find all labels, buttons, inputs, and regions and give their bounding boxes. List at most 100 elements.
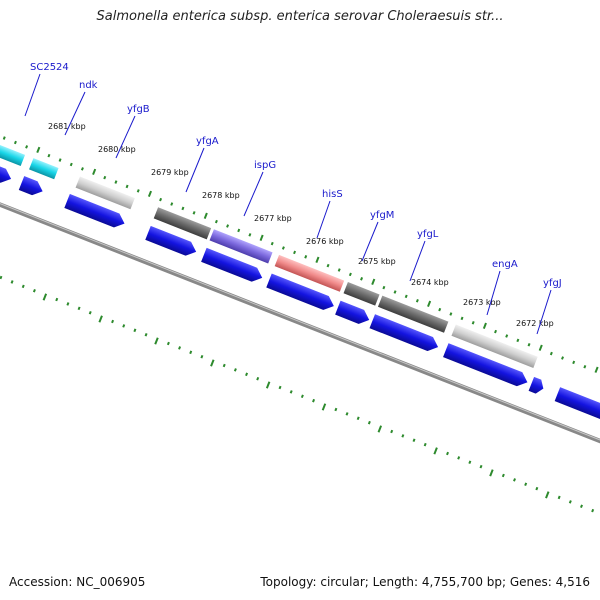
cds-arrow[interactable]	[199, 246, 265, 285]
genome-band	[0, 131, 600, 513]
gene-callout-line	[115, 115, 136, 159]
tick-mark	[178, 346, 182, 350]
tick-mark	[580, 504, 583, 509]
cds-arrow[interactable]	[553, 385, 600, 433]
tick-mark	[237, 228, 241, 233]
cds-arrow[interactable]	[368, 312, 442, 355]
gene-feature[interactable]	[0, 131, 27, 168]
gene-callout-line	[24, 73, 41, 117]
gene-feature[interactable]	[27, 156, 60, 181]
kbp-label: 2674 kbp	[411, 278, 449, 287]
tick-mark	[192, 211, 196, 215]
cds-arrow[interactable]	[63, 192, 128, 231]
cds-arrow[interactable]	[441, 341, 531, 391]
tick-mark	[471, 321, 475, 325]
tick-mark	[222, 363, 226, 368]
tick-mark	[170, 202, 174, 206]
gene-feature[interactable]	[273, 253, 346, 294]
kbp-label: 2681 kbp	[48, 122, 86, 131]
tick-mark	[245, 372, 249, 377]
tick-mark	[457, 456, 461, 460]
cds-arrow[interactable]	[0, 150, 15, 186]
gene-label[interactable]: yfgB	[127, 104, 150, 115]
tick-mark	[136, 189, 140, 193]
gene-label[interactable]: ispG	[254, 160, 276, 171]
gene-label[interactable]: hisS	[322, 189, 343, 200]
tick-mark	[538, 344, 543, 351]
topology-text: Topology: circular; Length: 4,755,700 bp…	[260, 575, 590, 589]
accession-text: Accession: NC_006905	[9, 575, 146, 589]
tick-mark	[494, 329, 498, 334]
gene-label[interactable]: yfgL	[417, 229, 439, 240]
gene-feature[interactable]	[208, 227, 274, 265]
kbp-label: 2673 kbp	[463, 298, 501, 307]
gene-callout-line	[243, 171, 264, 217]
gene-label[interactable]: yfgM	[370, 210, 394, 221]
gene-feature[interactable]	[152, 205, 213, 241]
tick-mark	[32, 288, 36, 293]
gene-callout-line	[316, 200, 331, 239]
tick-mark	[77, 306, 81, 311]
tick-mark	[203, 212, 208, 219]
gene-callout-line	[536, 289, 552, 335]
tick-mark	[377, 425, 383, 433]
tick-mark	[25, 145, 29, 149]
tick-mark	[382, 285, 386, 290]
tick-mark	[326, 263, 330, 268]
tick-mark	[371, 278, 376, 285]
cds-arrow[interactable]	[17, 174, 46, 199]
tick-mark	[367, 420, 371, 425]
tick-mark	[449, 312, 453, 316]
cds-arrow[interactable]	[527, 375, 547, 396]
gene-label[interactable]: SC2524	[30, 62, 69, 73]
tick-mark	[159, 197, 163, 202]
tick-mark	[226, 224, 230, 228]
tick-mark	[557, 495, 561, 500]
gene-label[interactable]: yfgJ	[543, 278, 562, 289]
tick-mark	[516, 338, 520, 343]
cds-arrow[interactable]	[143, 224, 200, 259]
gene-label[interactable]: yfgA	[196, 136, 219, 147]
tick-mark	[334, 407, 338, 412]
gene-feature[interactable]	[450, 323, 540, 370]
cds-arrow-track	[0, 150, 600, 433]
gene-callout-group: SC2524 ndk yfgB yfgA ispG hisS yfgM yfgL engA yfg…	[24, 62, 562, 335]
tick-mark	[256, 376, 260, 381]
tick-mark	[300, 394, 304, 399]
cds-arrow[interactable]	[264, 272, 338, 314]
tick-mark	[248, 233, 252, 237]
tick-mark	[412, 438, 416, 443]
backbone-line	[0, 182, 600, 455]
tick-mark	[415, 299, 419, 303]
tick-mark	[438, 307, 442, 312]
gene-feature[interactable]	[342, 280, 381, 307]
tick-mark	[21, 284, 25, 289]
tick-mark	[468, 460, 472, 465]
tick-mark	[47, 153, 51, 158]
tick-mark	[122, 324, 126, 328]
gene-label[interactable]: ndk	[79, 80, 98, 91]
gene-label[interactable]: engA	[492, 259, 518, 270]
tick-mark	[594, 366, 599, 373]
tick-mark	[535, 486, 539, 491]
tick-mark	[125, 184, 129, 189]
tick-mark	[166, 341, 170, 346]
tick-mark	[69, 162, 73, 167]
tick-mark	[423, 442, 427, 447]
tick-mark	[390, 429, 394, 434]
tick-mark	[591, 508, 595, 513]
gene-callout-line	[185, 147, 205, 193]
gene-feature[interactable]	[376, 294, 450, 335]
tick-mark	[210, 359, 215, 367]
tick-mark	[501, 473, 505, 478]
cds-arrow[interactable]	[333, 299, 372, 328]
tick-mark	[315, 256, 320, 263]
tick-mark	[561, 356, 565, 360]
tick-mark	[345, 412, 349, 416]
kbp-label: 2679 kbp	[151, 168, 189, 177]
gene-feature[interactable]	[74, 175, 137, 211]
tick-mark	[545, 491, 550, 499]
tick-mark	[278, 385, 282, 390]
tick-mark	[0, 275, 3, 280]
